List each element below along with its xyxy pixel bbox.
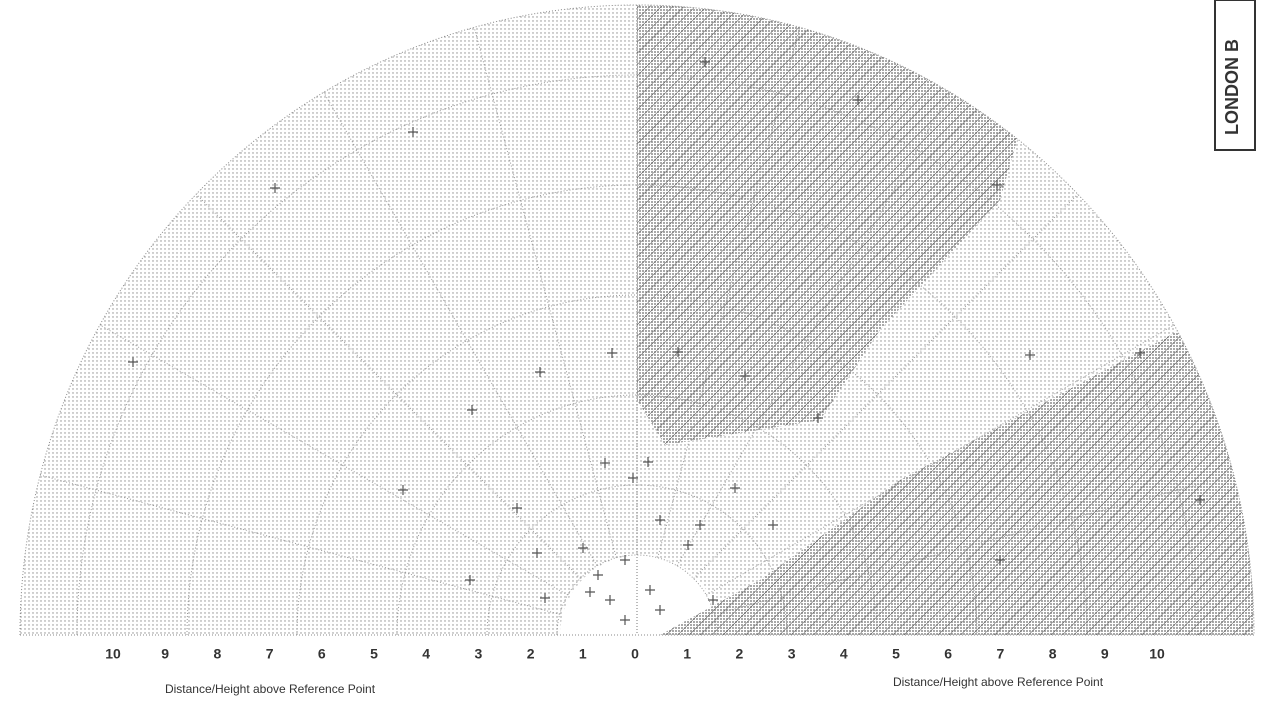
axis-label: 2: [736, 646, 744, 662]
axis-label: 2: [527, 646, 535, 662]
axis-label: 3: [475, 646, 483, 662]
axis-label: 5: [370, 646, 378, 662]
left-caption: Distance/Height above Reference Point: [165, 682, 376, 696]
right-caption: Distance/Height above Reference Point: [893, 675, 1104, 689]
axis-label: 1: [683, 646, 691, 662]
axis-label: 6: [318, 646, 326, 662]
axis-label: 10: [105, 646, 121, 662]
axis-label: 10: [1149, 646, 1165, 662]
axis-label: 5: [892, 646, 900, 662]
axis-label: 4: [422, 646, 430, 662]
axis-label: 8: [1049, 646, 1057, 662]
axis-label: 9: [161, 646, 169, 662]
axis-label: 7: [997, 646, 1005, 662]
stamp-text: LONDON B: [1222, 39, 1242, 135]
axis-label: 9: [1101, 646, 1109, 662]
stamp: LONDON B: [1215, 0, 1255, 150]
axis-label: 8: [214, 646, 222, 662]
figure: 10987654321012345678910 Distance/Height …: [0, 0, 1263, 703]
axis-label: 0: [631, 646, 639, 662]
plot-area: [0, 0, 1263, 640]
axis-label: 3: [788, 646, 796, 662]
axis-label: 7: [266, 646, 274, 662]
axis-label: 4: [840, 646, 848, 662]
axis-label: 6: [944, 646, 952, 662]
axis-label: 1: [579, 646, 587, 662]
